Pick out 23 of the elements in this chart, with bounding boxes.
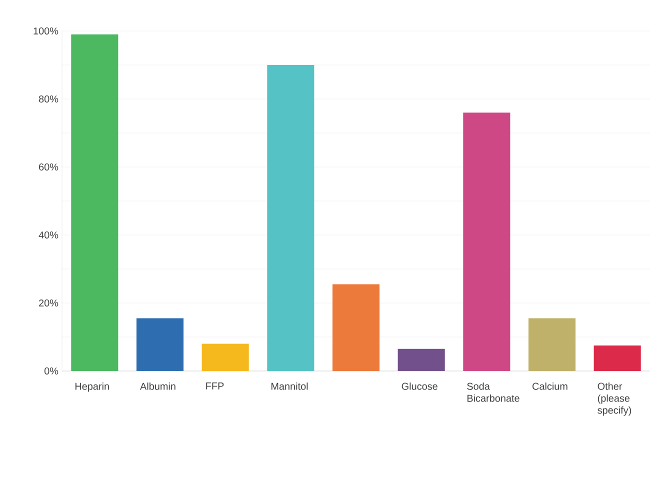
- y-tick-label: 40%: [38, 231, 58, 239]
- y-tick-label: 0%: [44, 367, 58, 375]
- x-tick-label: Mannitol: [271, 382, 308, 390]
- y-tick-label: 80%: [38, 95, 58, 103]
- bar: [463, 112, 510, 371]
- x-tick-label: Calcium: [532, 382, 568, 390]
- bar: [594, 346, 641, 371]
- bar: [267, 64, 314, 371]
- bar: [202, 344, 249, 371]
- x-tick-label: FFP: [206, 382, 224, 390]
- bar: [528, 318, 576, 371]
- x-tick-label: Soda Bicarbonate: [467, 382, 520, 402]
- bar: [332, 284, 380, 371]
- x-tick-label: Glucose: [402, 382, 438, 390]
- bar: [71, 34, 118, 371]
- y-tick-label: 100%: [34, 27, 58, 35]
- y-tick-label: 20%: [39, 299, 58, 307]
- bar: [136, 318, 184, 371]
- x-tick-label: Heparin: [75, 382, 109, 392]
- bar: [398, 348, 445, 371]
- x-tick-label: Other (please specify): [598, 382, 632, 416]
- x-tick-label: Albumin: [140, 382, 176, 390]
- y-tick-label: 60%: [39, 163, 58, 171]
